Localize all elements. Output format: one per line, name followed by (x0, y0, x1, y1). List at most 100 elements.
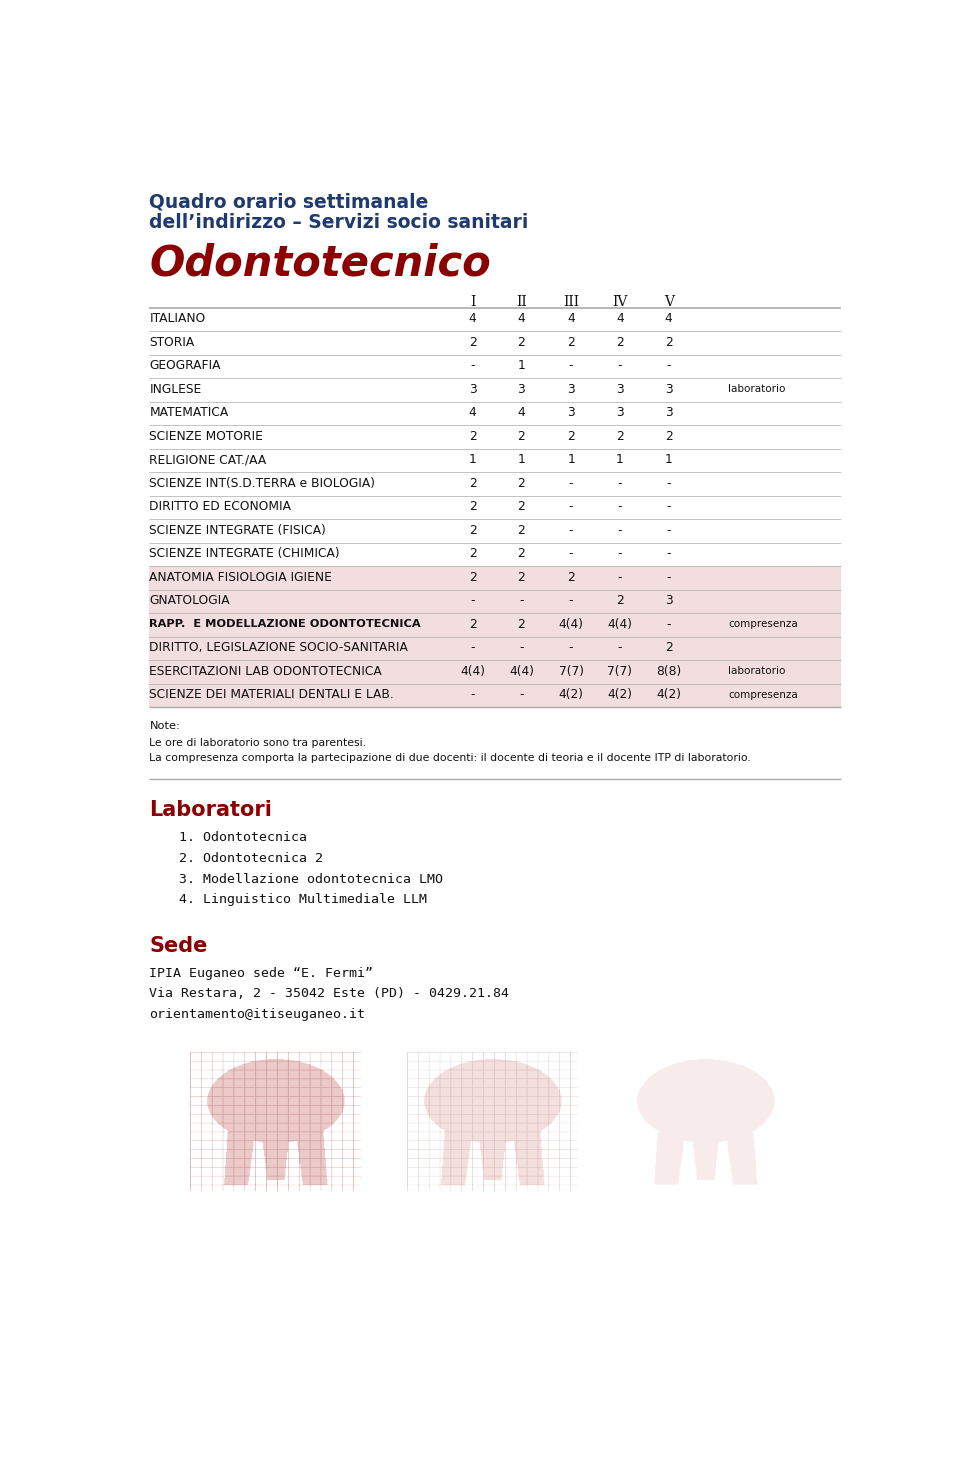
Bar (150, 637, 841, 661)
Text: 2: 2 (567, 336, 575, 350)
Text: 1: 1 (616, 453, 624, 466)
Text: IPIA Euganeo sede “E. Fermi”: IPIA Euganeo sede “E. Fermi” (150, 966, 373, 979)
Text: ESERCITAZIONI LAB ODONTOTECNICA: ESERCITAZIONI LAB ODONTOTECNICA (150, 665, 382, 677)
Text: -: - (470, 642, 475, 653)
Text: -: - (470, 594, 475, 608)
Text: 2: 2 (468, 336, 476, 350)
Text: 4(2): 4(2) (657, 689, 682, 701)
Text: 2: 2 (468, 571, 476, 584)
Text: laboratorio: laboratorio (729, 667, 785, 676)
Text: 2: 2 (468, 524, 476, 537)
Text: 1: 1 (517, 360, 525, 372)
Text: -: - (617, 500, 622, 513)
Text: SCIENZE MOTORIE: SCIENZE MOTORIE (150, 429, 263, 442)
Text: ANATOMIA FISIOLOGIA IGIENE: ANATOMIA FISIOLOGIA IGIENE (150, 571, 332, 584)
Text: 3: 3 (616, 384, 624, 395)
Text: -: - (568, 476, 573, 490)
Text: -: - (666, 618, 671, 631)
Text: -: - (568, 547, 573, 560)
Text: 3: 3 (517, 384, 525, 395)
Bar (150, 661, 841, 683)
Text: -: - (568, 642, 573, 653)
Text: 2: 2 (468, 429, 476, 442)
Text: 2: 2 (517, 547, 525, 560)
Text: compresenza: compresenza (729, 620, 798, 630)
Text: I: I (470, 295, 475, 308)
Text: -: - (666, 524, 671, 537)
Text: 4. Linguistico Multimediale LLM: 4. Linguistico Multimediale LLM (179, 894, 427, 907)
Text: II: II (516, 295, 527, 308)
Text: 2: 2 (468, 618, 476, 631)
Text: 2: 2 (517, 571, 525, 584)
Text: 1. Odontotecnica: 1. Odontotecnica (179, 830, 307, 844)
Text: 2: 2 (665, 429, 673, 442)
Text: -: - (470, 689, 475, 701)
Text: 1: 1 (665, 453, 673, 466)
Text: 3: 3 (567, 406, 575, 419)
Text: -: - (568, 594, 573, 608)
Text: -: - (666, 360, 671, 372)
Text: 4: 4 (616, 313, 624, 326)
Text: 2: 2 (665, 642, 673, 653)
Text: 2: 2 (616, 336, 624, 350)
Text: INGLESE: INGLESE (150, 384, 202, 395)
Text: STORIA: STORIA (150, 336, 195, 350)
Text: -: - (568, 524, 573, 537)
Text: 3: 3 (665, 406, 673, 419)
Text: -: - (617, 571, 622, 584)
Text: -: - (568, 500, 573, 513)
Text: Sede: Sede (150, 935, 207, 956)
Text: IV: IV (612, 295, 628, 308)
Text: 3: 3 (567, 384, 575, 395)
Text: -: - (519, 642, 524, 653)
Text: 4: 4 (468, 406, 476, 419)
Text: 1: 1 (517, 453, 525, 466)
Text: 2: 2 (468, 547, 476, 560)
Text: 7(7): 7(7) (559, 665, 584, 677)
Text: 2: 2 (665, 336, 673, 350)
Text: -: - (519, 594, 524, 608)
Text: GNATOLOGIA: GNATOLOGIA (150, 594, 230, 608)
Text: 2: 2 (517, 336, 525, 350)
Text: Quadro orario settimanale: Quadro orario settimanale (150, 192, 429, 211)
Text: GEOGRAFIA: GEOGRAFIA (150, 360, 221, 372)
Text: 4(2): 4(2) (559, 689, 584, 701)
Text: 8(8): 8(8) (656, 665, 682, 677)
Text: V: V (663, 295, 674, 308)
Bar (150, 566, 841, 590)
Text: 4(4): 4(4) (460, 665, 485, 677)
Text: 3: 3 (616, 406, 624, 419)
Text: -: - (617, 476, 622, 490)
Text: -: - (470, 360, 475, 372)
Text: 1: 1 (567, 453, 575, 466)
Text: dell’indirizzo – Servizi socio sanitari: dell’indirizzo – Servizi socio sanitari (150, 214, 529, 232)
Text: -: - (666, 547, 671, 560)
Text: 2: 2 (567, 571, 575, 584)
Text: -: - (617, 642, 622, 653)
Text: Note:: Note: (150, 721, 180, 732)
Bar (150, 614, 841, 637)
Text: 2: 2 (517, 618, 525, 631)
Text: 2: 2 (517, 429, 525, 442)
Text: RAPP.  E MODELLAZIONE ODONTOTECNICA: RAPP. E MODELLAZIONE ODONTOTECNICA (150, 620, 421, 630)
Text: 4(2): 4(2) (608, 689, 633, 701)
Text: 3. Modellazione odontotecnica LMO: 3. Modellazione odontotecnica LMO (179, 873, 443, 885)
Text: MATEMATICA: MATEMATICA (150, 406, 228, 419)
Text: RELIGIONE CAT./AA: RELIGIONE CAT./AA (150, 453, 267, 466)
Text: La compresenza comporta la partecipazione di due docenti: il docente di teoria e: La compresenza comporta la partecipazion… (150, 752, 752, 763)
Bar (150, 683, 841, 707)
Text: ITALIANO: ITALIANO (150, 313, 205, 326)
Text: 3: 3 (468, 384, 476, 395)
Text: 4: 4 (665, 313, 673, 326)
Text: laboratorio: laboratorio (729, 385, 785, 394)
Text: 4: 4 (567, 313, 575, 326)
Text: 4: 4 (517, 406, 525, 419)
Text: 4: 4 (468, 313, 476, 326)
Text: 4(4): 4(4) (509, 665, 534, 677)
Text: -: - (666, 500, 671, 513)
Text: 4(4): 4(4) (559, 618, 584, 631)
Text: 2: 2 (517, 476, 525, 490)
Text: 2: 2 (468, 500, 476, 513)
Text: 1: 1 (468, 453, 476, 466)
Text: 2: 2 (616, 429, 624, 442)
